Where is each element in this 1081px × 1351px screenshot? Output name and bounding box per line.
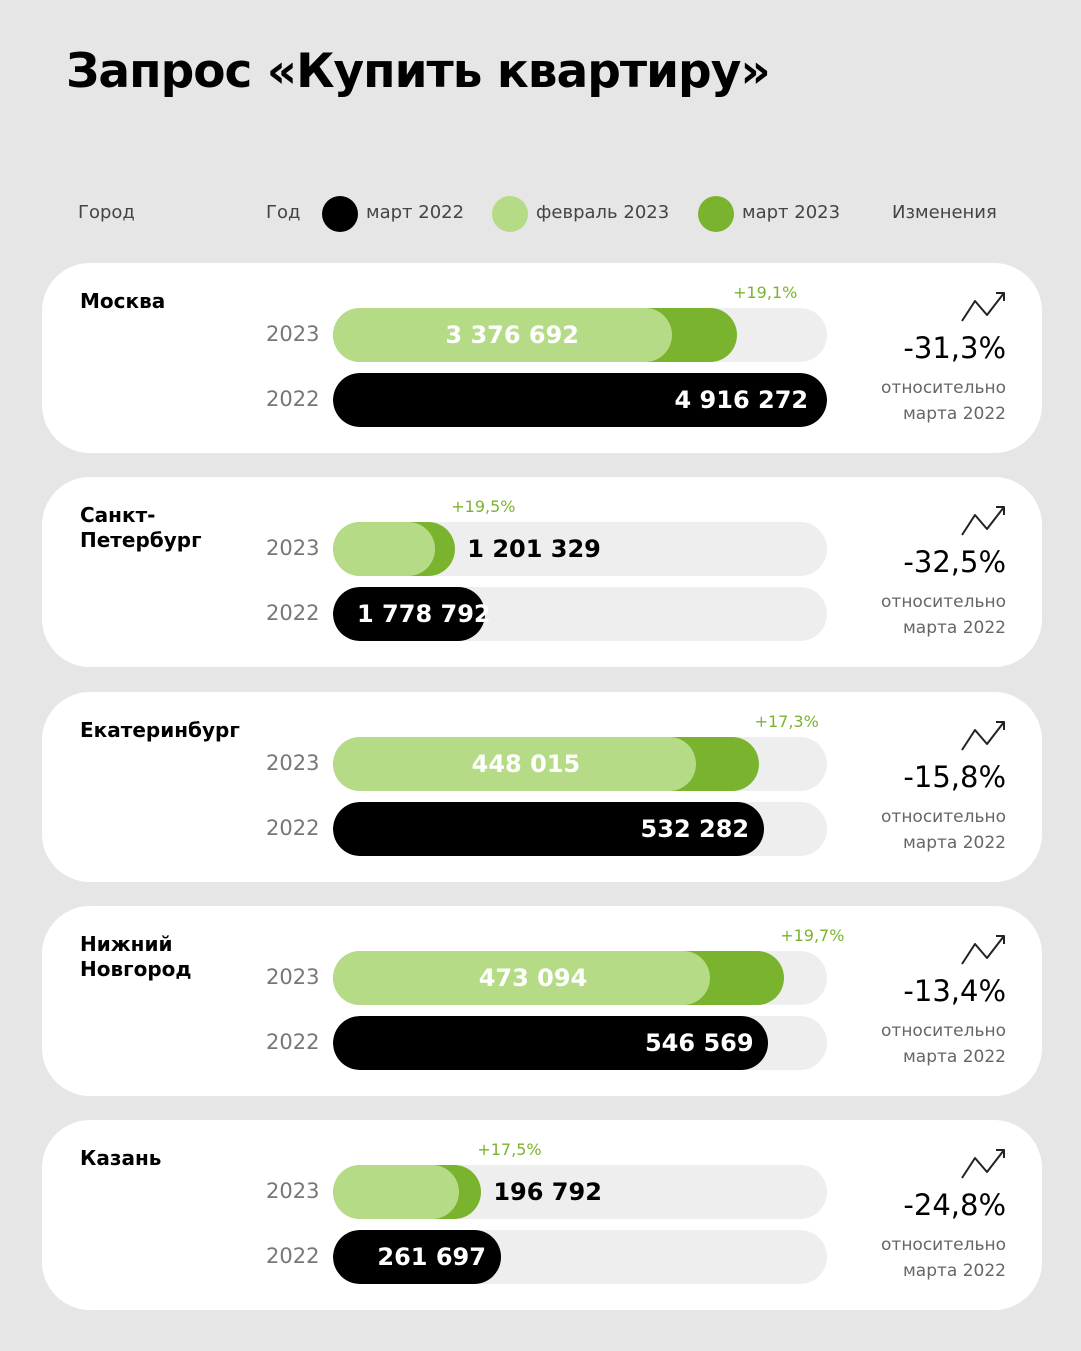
trend-up-arrow-icon [961,506,1005,536]
city-name: Екатеринбург [80,718,240,742]
year-label-2023: 2023 [266,536,320,560]
growth-label-march-2023: +17,5% [477,1140,542,1159]
growth-label-march-2023: +19,5% [451,497,516,516]
bar-march-2022 [333,1016,769,1070]
legend-swatch-march-2022 [322,196,358,232]
legend-swatch-march-2023 [698,196,734,232]
bar-track-2023: 3 376 692 [333,308,827,362]
change-note: относительно марта 2022 [881,378,1006,424]
value-february-2023: 473 094 [478,964,588,992]
bar-february-2023 [333,522,436,576]
value-february-2023: 448 015 [471,750,581,778]
header-city-label: Город [78,202,135,223]
city-card: Москва 2023 2022 3 376 692 4 916 272 +19,1% -3… [42,263,1042,453]
bar-track-2022: 1 778 792 [333,587,827,641]
bar-february-2023 [333,951,710,1005]
value-february-2023: 3 376 692 [445,321,579,349]
city-card: Нижний Новгород 2023 2022 473 094 546 569 +19,… [42,906,1042,1096]
bar-february-2023 [333,1165,460,1219]
header-changes-label: Изменения [892,202,997,223]
city-name: Нижний Новгород [80,932,192,981]
bar-march-2022 [333,1230,501,1284]
city-card: Санкт- Петербург 2023 2022 1 201 329 1 778 79… [42,477,1042,667]
change-percent: -15,8% [903,760,1006,794]
change-percent: -32,5% [903,545,1006,579]
value-march-2022: 261 697 [377,1243,486,1271]
bar-track-2023: 196 792 [333,1165,827,1219]
value-february-2023: 196 792 [493,1178,602,1206]
bar-march-2022 [333,587,485,641]
change-note: относительно марта 2022 [881,1235,1006,1281]
bar-track-2022: 546 569 [333,1016,827,1070]
year-label-2023: 2023 [266,751,320,775]
value-march-2022: 546 569 [644,1029,754,1057]
growth-label-march-2023: +19,1% [733,283,798,302]
year-label-2023: 2023 [266,965,320,989]
city-card: Казань 2023 2022 196 792 261 697 +17,5% -24,8%… [42,1120,1042,1310]
value-march-2022: 4 916 272 [674,386,809,414]
year-label-2022: 2022 [266,1030,320,1054]
legend-label-march-2023: март 2023 [742,202,841,223]
bar-track-2023: 448 015 [333,737,827,791]
value-february-2023: 1 201 329 [467,535,601,563]
page-title: Запрос «Купить квартиру» [66,44,771,99]
bar-march-2022 [333,373,827,427]
bar-track-2022: 532 282 [333,802,827,856]
growth-label-march-2023: +17,3% [754,712,819,731]
legend-swatch-february-2023 [492,196,528,232]
value-march-2022: 1 778 792 [357,600,491,628]
bar-march-2022 [333,802,765,856]
bar-track-2022: 261 697 [333,1230,827,1284]
legend-label-february-2023: февраль 2023 [536,202,670,223]
trend-up-arrow-icon [961,1149,1005,1179]
header-year-label: Год [266,202,301,223]
change-percent: -24,8% [903,1188,1006,1222]
year-label-2022: 2022 [266,601,320,625]
trend-up-arrow-icon [961,292,1005,322]
year-label-2022: 2022 [266,1244,320,1268]
change-note: относительно марта 2022 [881,807,1006,853]
bar-track-2023: 473 094 [333,951,827,1005]
bar-february-2023 [333,308,673,362]
city-name: Казань [80,1146,162,1170]
year-label-2023: 2023 [266,322,320,346]
change-note: относительно марта 2022 [881,592,1006,638]
change-percent: -31,3% [903,331,1006,365]
growth-label-march-2023: +19,7% [780,926,845,945]
change-percent: -13,4% [903,974,1006,1008]
year-label-2022: 2022 [266,387,320,411]
city-name: Санкт- Петербург [80,503,202,552]
bar-february-2023 [333,737,696,791]
value-march-2022: 532 282 [640,815,750,843]
trend-up-arrow-icon [961,935,1005,965]
bar-track-2022: 4 916 272 [333,373,827,427]
city-card: Екатеринбург 2023 2022 448 015 532 282 +17,3%… [42,692,1042,882]
bar-track-2023: 1 201 329 [333,522,827,576]
change-note: относительно марта 2022 [881,1021,1006,1067]
year-label-2022: 2022 [266,816,320,840]
year-label-2023: 2023 [266,1179,320,1203]
trend-up-arrow-icon [961,721,1005,751]
city-name: Москва [80,289,166,313]
legend-label-march-2022: март 2022 [366,202,465,223]
